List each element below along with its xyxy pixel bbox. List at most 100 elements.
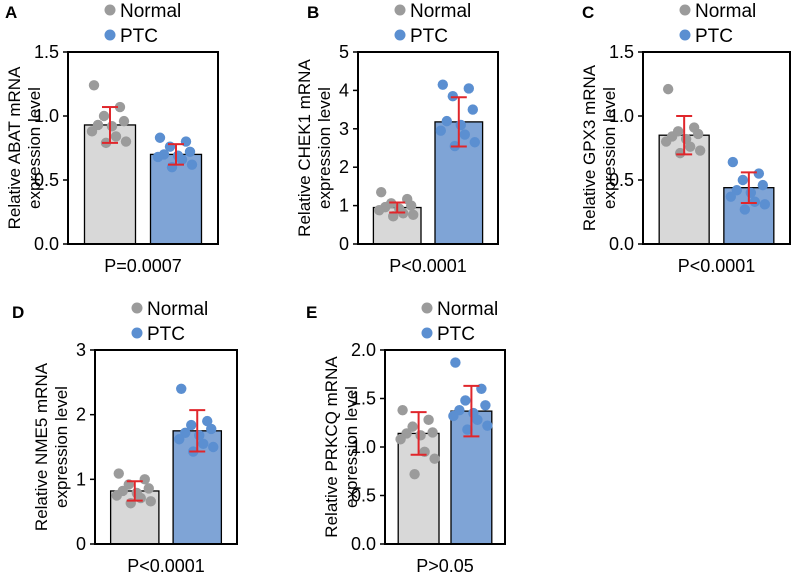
panel-a-dot-ptc [176, 154, 188, 165]
panel-d-axes-frame [94, 349, 238, 545]
panel-b-ylabel-line1: Relative CHEK1 mRNA [295, 59, 314, 237]
panel-d-dot-normal [111, 490, 122, 501]
panel-b-dot-ptc [455, 119, 466, 131]
panel-b-dot-ptc [437, 79, 448, 90]
panel-e-pvalue: P>0.05 [416, 556, 474, 572]
panel-e-ylabel-line1: Relative PRKCQ mRNA [322, 356, 341, 538]
panel-c-ytick-label: 0.5 [609, 170, 634, 190]
panel-a-dot-normal [88, 80, 100, 91]
panel-e-dot-ptc [472, 414, 483, 426]
panel-d-ylabel-line1: Relative NME5 mRNA [32, 362, 51, 531]
panel-b-dot-normal [388, 211, 399, 222]
panel-c-letter: C [582, 3, 594, 22]
panel-d-ytick-label: 2 [76, 405, 86, 425]
panel-e-dot-ptc [482, 420, 493, 431]
panel-b-dot-normal [374, 205, 385, 216]
panel-b-dot-ptc [469, 137, 480, 148]
panel-b-dot-ptc [441, 115, 452, 127]
panel-d-legend-ptc-marker [131, 327, 143, 339]
panel-b-dot-normal [406, 200, 417, 211]
panel-e-dot-normal [397, 404, 408, 416]
panel-a-ylabel-line2: expression level [25, 87, 44, 209]
panel-a-legend-normal-label: Normal [120, 1, 181, 22]
panel-d-dot-ptc [198, 438, 209, 449]
panel-c-legend-normal-marker [679, 4, 691, 16]
panel-a-letter: A [5, 3, 17, 22]
panel-e-dot-ptc [448, 410, 459, 422]
panel-e-dot-ptc [462, 424, 473, 435]
panel-e-dot-normal [423, 414, 434, 426]
panel-b-dot-ptc [467, 104, 478, 115]
panel-a-dot-normal [86, 126, 98, 137]
panel-a-dot-normal [110, 131, 122, 142]
panel-b-ylabel-line2: expression level [315, 87, 334, 209]
panel-a-dot-ptc [152, 151, 164, 163]
panel-a-dot-normal [118, 115, 130, 127]
panel-b-ytick-label: 5 [339, 42, 349, 62]
panel-c-ytick-label: 1.5 [609, 42, 634, 62]
panel-a-dot-ptc [186, 159, 198, 170]
panel-a-dot-ptc [184, 146, 196, 158]
panel-b-legend-ptc-label: PTC [410, 26, 448, 47]
panel-c-dot-ptc [753, 168, 765, 179]
panel-d-ytick-label: 1 [76, 469, 86, 489]
panel-b-pvalue: P<0.0001 [389, 256, 467, 276]
panel-b-dot-ptc [447, 90, 458, 102]
panel-c-dot-ptc [737, 174, 749, 186]
panel-d-pvalue: P<0.0001 [127, 556, 205, 572]
panel-a-axes-frame [67, 51, 219, 245]
panel-e-dot-ptc [480, 400, 491, 411]
panel-d-ytick-label: 0 [76, 534, 86, 554]
panel-d-dot-normal [135, 492, 146, 504]
panel-c-dot-normal [660, 136, 672, 147]
panel-d-dot-ptc [186, 419, 197, 431]
panel-a-dot-ptc [180, 136, 192, 147]
panel-a-dot-normal [98, 110, 110, 122]
panel-a-dot-normal [114, 101, 126, 113]
panel-d-dot-normal [143, 483, 154, 494]
panel-d-ytick-label: 3 [76, 340, 86, 360]
panel-a-dot-normal [120, 136, 132, 147]
panel-c-ytick-label: 1.0 [609, 106, 634, 126]
panel-a-ytick-label: 0.0 [34, 234, 59, 254]
panel-d-legend-ptc-label: PTC [147, 324, 185, 345]
panel-b-ytick-label: 2 [339, 157, 349, 177]
panel-c-legend-normal-label: Normal [695, 1, 756, 22]
panel-e-dot-normal [395, 434, 406, 445]
panel-d-dot-ptc [174, 434, 185, 445]
panel-b-dot-ptc [435, 125, 446, 136]
panel-e-legend-ptc-marker [421, 327, 433, 339]
panel-c-dot-normal [674, 147, 686, 159]
panel-b-ytick-label: 1 [339, 196, 349, 216]
panel-e-dot-normal [407, 421, 418, 432]
panel-e-legend-ptc-label: PTC [437, 324, 475, 345]
panel-b-legend-normal-marker [394, 4, 406, 16]
panel-a-pvalue: P=0.0007 [104, 256, 182, 276]
panel-c-legend-ptc-label: PTC [695, 26, 733, 47]
panel-d-letter: D [12, 303, 24, 322]
panel-d-dot-ptc [206, 423, 217, 435]
panel-c-axes-frame [642, 51, 791, 245]
panel-b-dot-normal [408, 209, 419, 221]
panel-a-ytick-label: 0.5 [34, 170, 59, 190]
panel-e-ylabel-line2: expression level [342, 386, 361, 508]
panel-a-legend-normal-marker [104, 4, 116, 16]
panel-a-legend-ptc-label: PTC [120, 26, 158, 47]
panel-e-dot-normal [409, 468, 420, 480]
panel-c-dot-ptc [749, 196, 761, 207]
panel-e-ytick-label: 0.0 [351, 534, 376, 554]
panel-c-pvalue: P<0.0001 [678, 256, 756, 276]
panel-c-dot-normal [694, 145, 706, 156]
panel-b-axes-frame [357, 51, 499, 245]
panel-d-dot-normal [139, 474, 150, 485]
panel-e-letter: E [306, 303, 317, 322]
panel-c-dot-ptc [745, 187, 757, 198]
panel-d-dot-ptc [202, 415, 213, 427]
panel-e-dot-normal [427, 427, 438, 438]
panel-e-legend-normal-label: Normal [437, 299, 498, 320]
panel-b-ytick-label: 0 [339, 234, 349, 254]
panel-b-dot-ptc [459, 129, 470, 140]
panel-e-dot-ptc [450, 357, 461, 368]
panel-e-dot-normal [429, 453, 440, 464]
